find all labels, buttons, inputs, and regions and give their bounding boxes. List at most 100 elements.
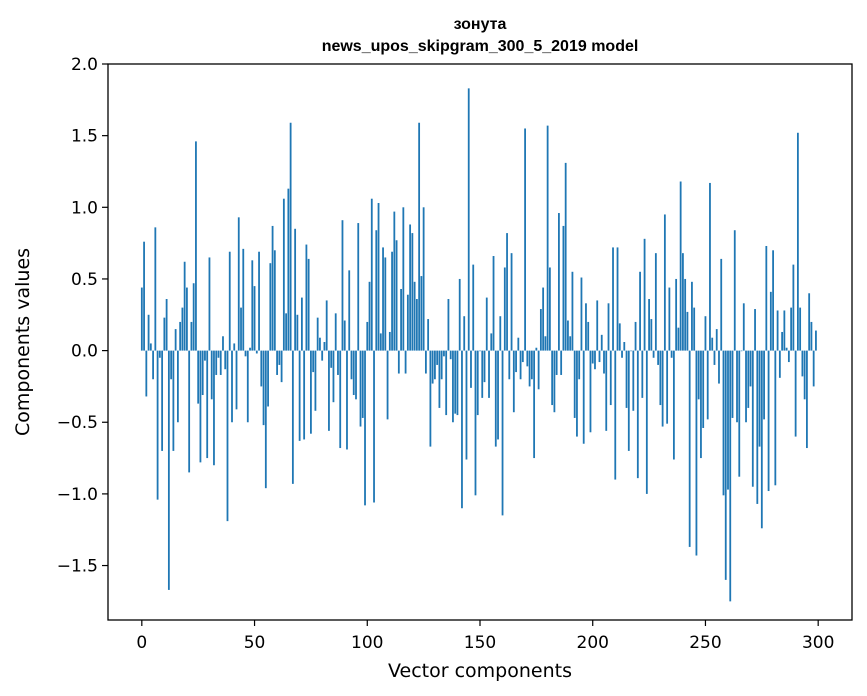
bar-174 xyxy=(533,350,536,459)
bar-196 xyxy=(582,350,585,444)
bar-52 xyxy=(258,251,260,351)
bar-260 xyxy=(727,350,729,490)
bar-229 xyxy=(657,350,660,365)
bar-212 xyxy=(618,323,621,351)
bar-144 xyxy=(465,350,468,460)
bar-71 xyxy=(300,297,303,351)
bar-294 xyxy=(803,350,806,400)
bar-50 xyxy=(253,286,256,351)
bar-269 xyxy=(747,350,750,408)
bar-83 xyxy=(328,350,330,431)
bar-125 xyxy=(422,207,425,351)
bar-32 xyxy=(213,350,215,466)
bar-221 xyxy=(639,271,641,351)
bar-161 xyxy=(503,267,506,351)
y-tick-label: −0.5 xyxy=(57,413,98,433)
bar-66 xyxy=(289,122,292,351)
bar-190 xyxy=(569,336,572,351)
bar-128 xyxy=(429,350,432,447)
bar-3 xyxy=(147,314,150,351)
bar-147 xyxy=(472,264,475,351)
bar-274 xyxy=(758,350,761,447)
bar-132 xyxy=(438,350,441,408)
bar-119 xyxy=(409,224,412,351)
bar-64 xyxy=(285,313,288,351)
bar-99 xyxy=(364,350,366,506)
bar-224 xyxy=(645,350,648,494)
bar-31 xyxy=(210,350,213,400)
bar-277 xyxy=(765,245,768,351)
bar-90 xyxy=(343,320,346,351)
bar-110 xyxy=(388,331,391,351)
bar-162 xyxy=(506,233,508,351)
bar-39 xyxy=(228,251,231,351)
bar-10 xyxy=(163,317,166,351)
bar-122 xyxy=(415,299,418,351)
bar-30 xyxy=(208,257,211,351)
bar-88 xyxy=(339,350,342,449)
bar-42 xyxy=(235,350,238,410)
bar-104 xyxy=(375,230,378,351)
bar-112 xyxy=(393,211,396,351)
bar-282 xyxy=(776,310,779,351)
bar-12 xyxy=(167,350,170,590)
bar-292 xyxy=(799,307,802,351)
bar-243 xyxy=(688,350,691,547)
bar-181 xyxy=(548,267,551,351)
bar-192 xyxy=(573,350,576,418)
bar-98 xyxy=(361,350,364,418)
bar-15 xyxy=(174,329,177,351)
bar-288 xyxy=(790,307,793,351)
bar-2 xyxy=(145,350,148,397)
bar-219 xyxy=(634,321,637,351)
bar-27 xyxy=(201,350,204,396)
bar-114 xyxy=(397,350,400,374)
bar-279 xyxy=(769,291,772,351)
x-tick-label: 0 xyxy=(136,633,147,653)
bar-237 xyxy=(675,278,678,351)
bar-151 xyxy=(481,350,484,398)
bar-194 xyxy=(578,350,581,380)
bar-124 xyxy=(420,276,423,351)
bar-134 xyxy=(443,350,445,357)
bar-61 xyxy=(278,350,281,365)
bar-103 xyxy=(373,350,375,503)
bar-100 xyxy=(366,321,369,351)
bar-26 xyxy=(199,350,202,463)
bar-137 xyxy=(449,350,452,360)
bar-123 xyxy=(418,122,421,351)
bar-145 xyxy=(467,88,470,351)
bar-129 xyxy=(431,350,434,384)
bar-139 xyxy=(454,350,457,414)
bar-251 xyxy=(706,350,709,420)
bar-153 xyxy=(485,297,488,351)
y-axis-label: Components values xyxy=(12,248,34,436)
bar-173 xyxy=(530,350,533,380)
bar-256 xyxy=(718,350,720,384)
bar-36 xyxy=(222,336,224,351)
bar-106 xyxy=(379,333,382,351)
bar-167 xyxy=(517,337,520,351)
x-axis-label: Vector components xyxy=(388,660,572,682)
bar-155 xyxy=(490,333,493,351)
bar-40 xyxy=(231,350,233,423)
bar-95 xyxy=(355,350,357,400)
bar-9 xyxy=(161,350,164,451)
bar-97 xyxy=(359,350,362,427)
bar-24 xyxy=(195,141,197,351)
bar-82 xyxy=(325,300,328,351)
bar-156 xyxy=(492,256,495,351)
bar-92 xyxy=(348,270,351,351)
bar-46 xyxy=(244,350,247,357)
bar-297 xyxy=(810,321,813,351)
bar-163 xyxy=(508,350,511,380)
bar-291 xyxy=(796,132,799,351)
bar-14 xyxy=(172,350,175,451)
bar-102 xyxy=(370,198,373,351)
bar-235 xyxy=(670,350,673,358)
bar-202 xyxy=(596,300,599,351)
bar-157 xyxy=(494,350,497,447)
bar-67 xyxy=(291,350,294,484)
bar-160 xyxy=(501,350,504,516)
bar-158 xyxy=(497,350,499,440)
